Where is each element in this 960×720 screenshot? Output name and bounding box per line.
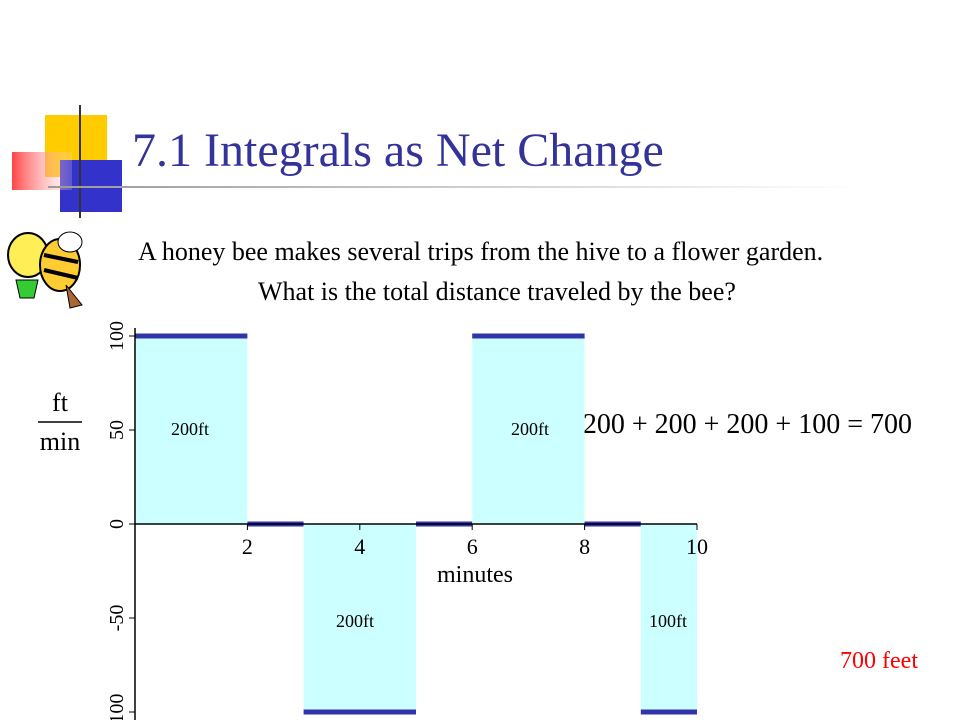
y-label-bottom: min [40,427,80,456]
area-label: 200ft [336,611,374,631]
step-area [303,524,416,712]
x-tick-label: 10 [686,534,708,559]
question2: What is the total distance traveled by t… [258,277,736,306]
y-tick-label: 0 [106,519,128,529]
x-label: minutes [437,562,513,588]
decor-red [12,152,72,190]
title: 7.1 Integrals as Net Change [132,124,664,177]
decor-hline [48,186,858,188]
area-label: 200ft [171,419,209,439]
x-tick-label: 8 [579,534,590,559]
step-area [640,524,697,712]
question: A honey bee makes several trips from the… [138,237,824,266]
answer: 700 feet [840,648,918,674]
area-label: 200ft [511,419,549,439]
x-tick-label: 2 [242,534,253,559]
x-tick-label: 6 [467,534,478,559]
x-tick-label: 4 [354,534,365,559]
equation: 200 + 200 + 200 + 100 = 700 [583,409,912,440]
y-tick-label: 100 [106,321,128,351]
y-tick-label: -100 [106,694,128,720]
step-area [472,336,585,524]
y-tick-label: -50 [106,605,128,632]
step-area [135,336,248,524]
y-tick-label: 50 [106,420,128,440]
area-label: 100ft [649,611,687,631]
y-label-top: ft [52,388,69,417]
bee-icon [7,231,83,309]
